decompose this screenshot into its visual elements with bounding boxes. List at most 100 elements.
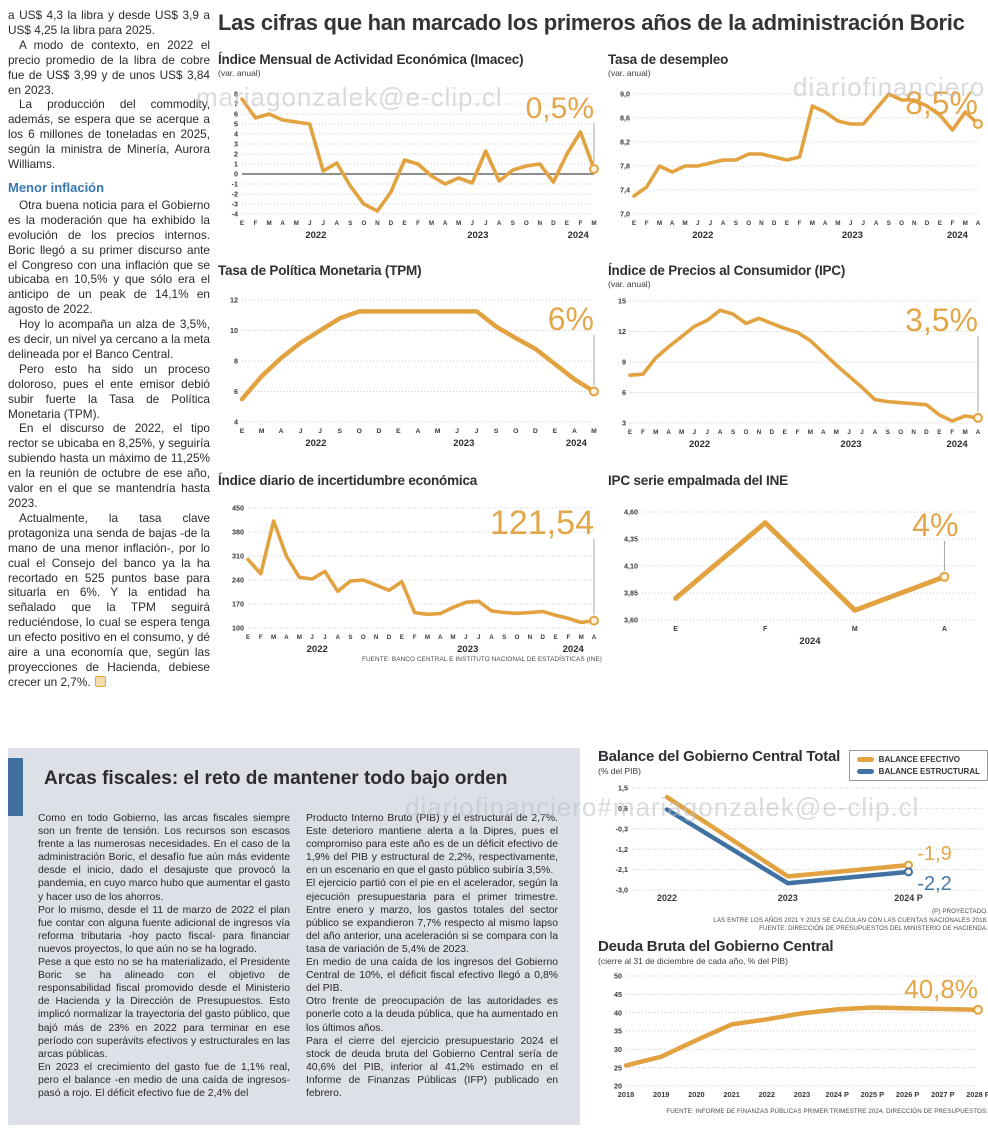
svg-text:J: J xyxy=(455,428,459,435)
svg-text:2024: 2024 xyxy=(799,636,821,646)
svg-text:E: E xyxy=(938,220,942,227)
paragraph: En el discurso de 2022, el tipo rector s… xyxy=(8,421,210,510)
svg-text:J: J xyxy=(310,634,314,641)
bottom-article-title: Arcas fiscales: el reto de mantener todo… xyxy=(44,768,508,789)
svg-text:4%: 4% xyxy=(912,507,958,543)
svg-text:0,5%: 0,5% xyxy=(526,92,594,125)
svg-text:380: 380 xyxy=(232,528,244,537)
svg-text:-4: -4 xyxy=(232,210,238,219)
svg-text:E: E xyxy=(553,428,558,435)
svg-text:E: E xyxy=(240,428,245,435)
title-accent-bar xyxy=(8,758,23,816)
chart-footnote: LAS ENTRE LOS AÑOS 2021 Y 2023 SE CALCUL… xyxy=(713,916,988,924)
svg-text:35: 35 xyxy=(614,1027,622,1036)
chart-title: IPC serie empalmada del INE xyxy=(608,473,788,488)
paragraph: Otro frente de preocupación de las autor… xyxy=(306,996,558,1034)
svg-text:F: F xyxy=(641,429,645,436)
svg-text:E: E xyxy=(632,220,636,227)
svg-text:A: A xyxy=(416,428,421,435)
paragraph: Como en todo Gobierno, las arcas fiscale… xyxy=(38,813,290,903)
svg-text:E: E xyxy=(402,220,406,227)
svg-text:S: S xyxy=(502,634,506,641)
svg-text:J: J xyxy=(696,220,700,227)
chart-tpm: Tasa de Política Monetaria (TPM) 12 10 8 6 4… xyxy=(218,263,602,448)
svg-text:D: D xyxy=(389,220,394,227)
svg-text:J: J xyxy=(323,634,327,641)
svg-text:J: J xyxy=(318,428,322,435)
svg-text:O: O xyxy=(361,220,366,227)
svg-text:O: O xyxy=(524,220,529,227)
svg-text:A: A xyxy=(438,634,443,641)
svg-text:S: S xyxy=(348,220,352,227)
svg-text:-1: -1 xyxy=(232,180,238,189)
svg-text:M: M xyxy=(834,429,839,436)
svg-text:A: A xyxy=(942,626,947,633)
bottom-article-column-2: Producto Interno Bruto (PIB) y el estruc… xyxy=(306,812,558,1100)
svg-text:O: O xyxy=(513,428,518,435)
svg-text:A: A xyxy=(279,428,284,435)
svg-text:-3: -3 xyxy=(232,200,238,209)
svg-text:N: N xyxy=(528,634,533,641)
svg-text:J: J xyxy=(299,428,303,435)
svg-text:E: E xyxy=(783,429,787,436)
svg-text:8,5%: 8,5% xyxy=(905,85,978,121)
svg-text:F: F xyxy=(950,429,954,436)
svg-text:A: A xyxy=(670,220,675,227)
chart-desempleo: Tasa de desempleo (var. anual) 9,0 8,6 8,2… xyxy=(608,52,986,240)
svg-text:3,5%: 3,5% xyxy=(905,302,978,338)
svg-text:O: O xyxy=(898,429,903,436)
svg-text:45: 45 xyxy=(614,990,622,999)
svg-text:2022: 2022 xyxy=(689,439,710,449)
svg-text:J: J xyxy=(321,220,325,227)
svg-text:F: F xyxy=(579,220,583,227)
svg-text:-1,2: -1,2 xyxy=(616,845,628,854)
svg-text:A: A xyxy=(721,220,726,227)
svg-text:A: A xyxy=(976,220,981,227)
svg-text:M: M xyxy=(835,220,840,227)
svg-text:D: D xyxy=(540,634,545,641)
svg-text:M: M xyxy=(657,220,662,227)
chart-subtitle: (cierre al 31 de diciembre de cada año, … xyxy=(598,956,788,966)
svg-text:J: J xyxy=(709,220,713,227)
paragraph: A modo de contexto, en 2022 el precio pr… xyxy=(8,37,210,97)
svg-text:2024: 2024 xyxy=(947,230,969,240)
chart-subtitle: (var. anual) xyxy=(608,279,651,289)
svg-text:3: 3 xyxy=(234,140,238,149)
efectivo-swatch xyxy=(856,757,874,762)
svg-text:M: M xyxy=(425,634,430,641)
svg-text:M: M xyxy=(962,429,967,436)
svg-text:15: 15 xyxy=(618,297,626,306)
chart-title: Tasa de desempleo xyxy=(608,52,729,67)
svg-text:2023: 2023 xyxy=(794,1090,810,1099)
svg-text:S: S xyxy=(348,634,352,641)
svg-text:J: J xyxy=(308,220,312,227)
svg-text:F: F xyxy=(254,220,258,227)
svg-text:2022: 2022 xyxy=(657,893,677,903)
paragraph: Pero esto ha sido un proceso doloroso, p… xyxy=(8,361,210,421)
svg-text:-2,2: -2,2 xyxy=(917,873,951,895)
svg-text:3: 3 xyxy=(622,419,626,428)
svg-text:50: 50 xyxy=(614,972,622,981)
svg-text:M: M xyxy=(294,220,299,227)
svg-text:E: E xyxy=(565,220,569,227)
svg-text:121,54: 121,54 xyxy=(490,504,594,542)
svg-text:J: J xyxy=(860,429,864,436)
chart-title: Balance del Gobierno Central Total xyxy=(598,748,841,765)
balance-plot: 1,5 0,6 -0,3 -1,2 -2,1 -3,0 2022 2023 2024 P -1,9… xyxy=(616,784,982,903)
svg-text:M: M xyxy=(682,220,687,227)
svg-text:S: S xyxy=(887,220,891,227)
svg-text:2022: 2022 xyxy=(305,230,326,240)
svg-text:2024 P: 2024 P xyxy=(825,1090,848,1099)
svg-text:S: S xyxy=(511,220,515,227)
svg-text:M: M xyxy=(271,634,276,641)
svg-text:D: D xyxy=(376,428,381,435)
svg-text:2022: 2022 xyxy=(305,438,326,448)
svg-text:A: A xyxy=(592,634,597,641)
svg-text:M: M xyxy=(963,220,968,227)
svg-text:A: A xyxy=(874,220,879,227)
